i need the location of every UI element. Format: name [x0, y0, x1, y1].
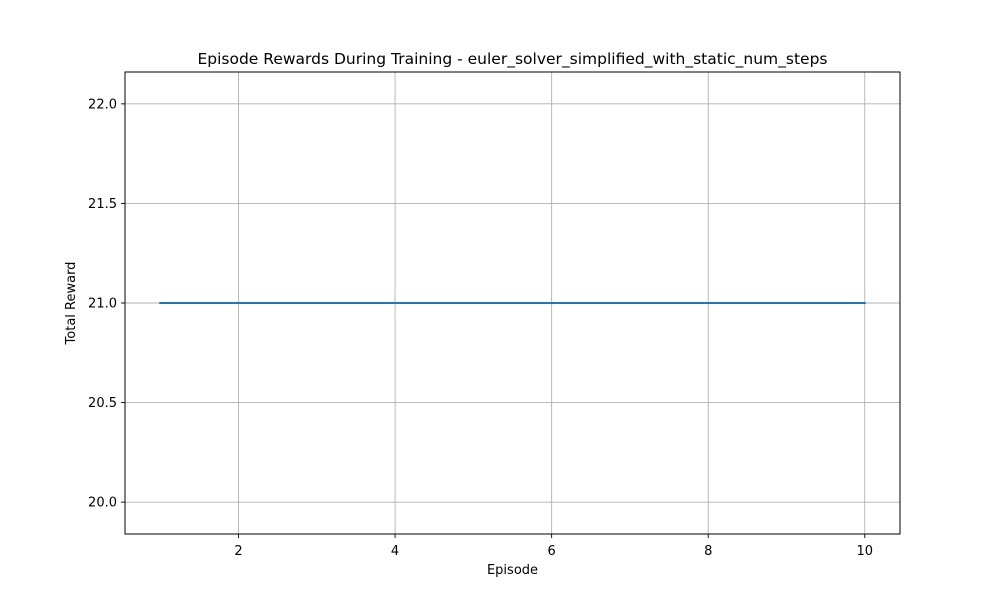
x-tick-label: 4 — [391, 544, 399, 559]
y-tick-label: 20.5 — [88, 396, 117, 411]
chart-title: Episode Rewards During Training - euler_… — [197, 50, 827, 69]
y-tick-label: 22.0 — [88, 97, 117, 112]
x-axis-label: Episode — [487, 563, 538, 578]
x-tick-label: 2 — [234, 544, 242, 559]
x-tick-label: 6 — [548, 544, 556, 559]
y-tick-label: 21.5 — [88, 197, 117, 212]
y-tick-label: 21.0 — [88, 297, 117, 312]
x-tick-label: 10 — [856, 544, 873, 559]
x-axis-ticks: 2 4 6 8 10 — [234, 534, 873, 559]
x-tick-label: 8 — [704, 544, 712, 559]
y-axis-ticks: 20.0 20.5 21.0 21.5 22.0 — [88, 97, 125, 511]
y-tick-label: 20.0 — [88, 496, 117, 511]
y-axis-label: Total Reward — [64, 262, 79, 346]
